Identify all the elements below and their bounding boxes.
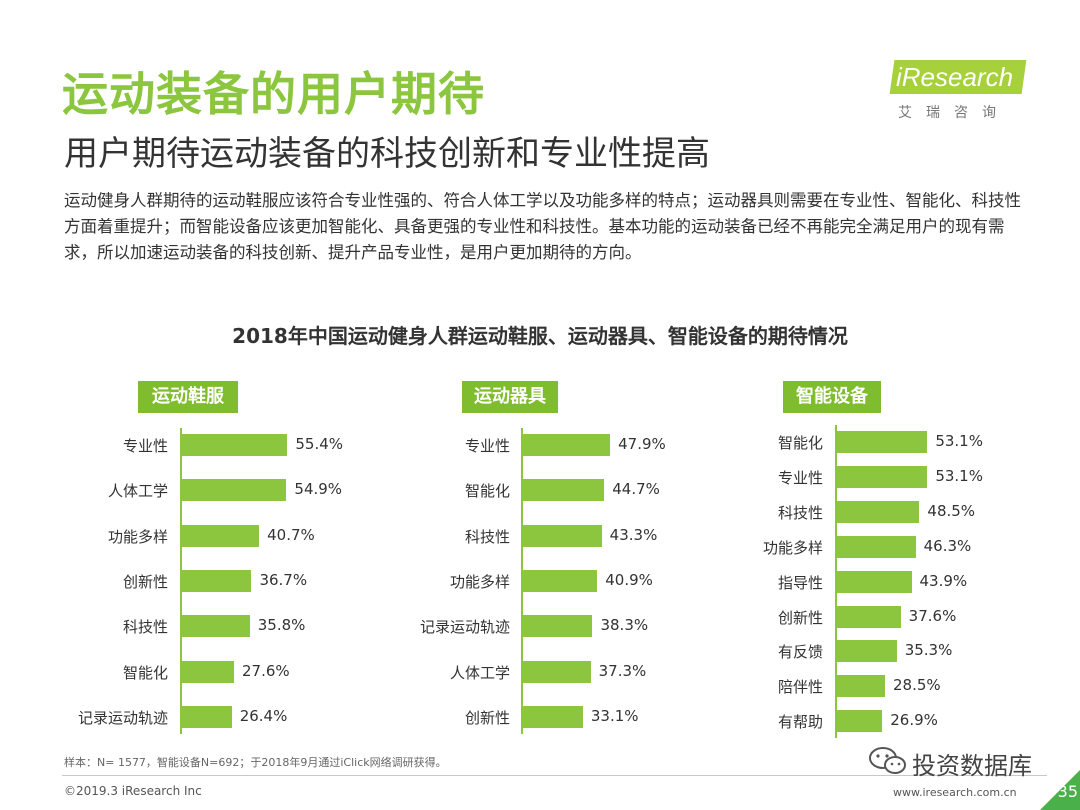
sports-equipment-category-label: 人体工学 [449,663,510,682]
smart-devices-panel-header: 智能设备 [783,381,881,413]
sports-equipment-bar [522,434,611,456]
smart-devices-category-label: 创新性 [777,608,823,627]
sports-apparel-category-label: 记录运动轨迹 [77,708,168,727]
smart-devices-value-label: 35.3% [904,641,953,660]
smart-devices-category-label: 功能多样 [762,538,823,557]
smart-devices-bar [836,500,920,523]
smart-devices-category-label: 指导性 [777,573,823,592]
smart-devices-value-label: 28.5% [893,676,941,695]
website-url: www.iresearch.com.cn [893,786,1017,799]
iresearch-logo: iResearch 艾瑞咨询 [889,58,1030,128]
sports-equipment-bar [522,524,602,547]
sports-equipment-value-label: 47.9% [618,435,666,453]
smart-devices-category-label: 有帮助 [777,713,823,732]
smart-devices-bar [836,675,886,698]
sports-apparel-bar [181,524,260,547]
sports-apparel-bar [181,434,288,456]
copyright: ©2019.3 iResearch Inc [64,784,202,798]
sports-apparel-category-label: 创新性 [122,572,168,591]
smart-devices-category-label: 科技性 [777,503,823,522]
smart-devices-value-label: 26.9% [890,711,938,730]
sports-apparel-value-label: 35.8% [257,616,306,635]
smart-devices-value-label: 46.3% [923,536,972,555]
sports-apparel-value-label: 27.6% [241,661,290,680]
smart-devices-value-label: 53.1% [935,466,983,485]
footer-divider [62,775,1047,776]
sports-equipment-value-label: 38.3% [600,616,649,635]
wechat-account-name: 投资数据库 [912,752,1032,780]
smart-devices-bar [836,535,916,558]
sports-equipment-category-label: 专业性 [464,437,510,455]
logo-brand-text: iResearch [896,62,1014,92]
sports-apparel-bar [181,660,234,683]
smart-devices-category-label: 专业性 [777,468,823,487]
sports-equipment-bar [522,660,591,683]
sports-equipment-bar [522,615,593,638]
smart-devices-bar [836,710,883,733]
smart-devices-bar [836,605,901,628]
sports-equipment-category-label: 智能化 [464,482,510,501]
sample-footnote: 样本：N= 1577，智能设备N=692；于2018年9月通过iClick网络调… [64,756,447,769]
sports-apparel-value-label: 55.4% [295,435,344,453]
smart-devices-category-label: 陪伴性 [777,678,823,697]
page-title: 运动装备的用户期待 [62,67,485,121]
sports-equipment-bar [522,705,583,728]
smart-devices-bar [836,570,912,593]
sports-equipment-category-label: 创新性 [464,708,510,727]
sports-equipment-category-label: 科技性 [464,527,510,546]
sports-equipment-category-label: 记录运动轨迹 [419,618,510,637]
sports-apparel-value-label: 36.7% [259,570,308,589]
page-subtitle: 用户期待运动装备的科技创新和专业性提高 [64,134,710,174]
wechat-icon [869,747,906,774]
sports-apparel-bar [181,479,287,502]
sports-apparel-value-label: 40.7% [267,525,315,544]
sports-apparel-bar [181,615,250,638]
sports-apparel-bar [181,705,232,728]
sports-equipment-value-label: 33.1% [590,706,639,725]
smart-devices-category-label: 智能化 [777,434,823,452]
sports-equipment-value-label: 43.3% [609,525,658,544]
sports-apparel-bar [181,569,252,592]
wechat-watermark: 投资数据库 [868,744,1058,784]
smart-devices-value-label: 53.1% [935,432,983,450]
smart-devices-bar [836,465,928,488]
smart-devices-value-label: 43.9% [919,571,968,590]
smart-devices-value-label: 48.5% [927,501,976,520]
smart-devices-bar [836,431,928,453]
sports-apparel-category-label: 科技性 [122,618,168,637]
smart-devices-bar [836,640,897,663]
page-number: 35 [1057,782,1078,801]
sports-apparel-category-label: 专业性 [122,437,168,455]
summary-paragraph: 运动健身人群期待的运动鞋服应该符合专业性强的、符合人体工学以及功能多样的特点；运… [64,191,1021,262]
sports-apparel-category-label: 功能多样 [107,527,168,546]
sports-apparel-panel-header: 运动鞋服 [138,381,238,413]
sports-equipment-bar [522,569,598,592]
sports-equipment-value-label: 40.9% [605,570,653,589]
smart-devices-category-label: 有反馈 [777,643,823,662]
logo-chinese-text: 艾瑞咨询 [898,105,1010,121]
sports-apparel-category-label: 智能化 [122,663,168,682]
sports-equipment-panel-header: 运动器具 [462,381,558,413]
sports-equipment-value-label: 44.7% [612,480,660,499]
smart-devices-value-label: 37.6% [908,606,957,625]
sports-apparel-category-label: 人体工学 [107,482,168,501]
sports-apparel-value-label: 54.9% [294,480,343,499]
sports-equipment-category-label: 功能多样 [449,572,510,591]
chart-title: 2018年中国运动健身人群运动鞋服、运动器具、智能设备的期待情况 [232,324,848,348]
sports-equipment-bar [522,479,605,502]
sports-apparel-value-label: 26.4% [239,706,288,725]
sports-equipment-value-label: 37.3% [598,661,647,680]
